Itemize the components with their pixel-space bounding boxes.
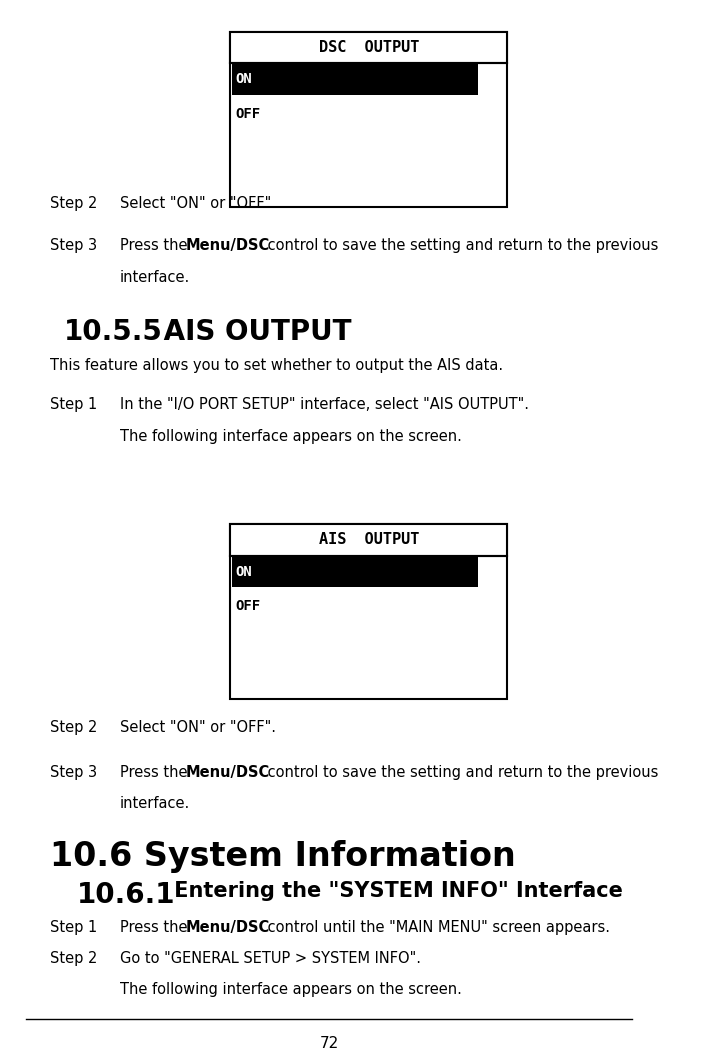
Text: Menu/DSC: Menu/DSC — [186, 238, 270, 253]
Text: Step 2: Step 2 — [50, 951, 98, 966]
Text: interface.: interface. — [119, 796, 190, 811]
Text: ON: ON — [236, 564, 252, 578]
Bar — [232, 556, 478, 588]
Text: interface.: interface. — [119, 270, 190, 285]
Text: control to save the setting and return to the previous: control to save the setting and return t… — [262, 238, 658, 253]
Text: 10.6.1: 10.6.1 — [77, 881, 175, 909]
Text: ON: ON — [236, 72, 252, 86]
Bar — [231, 32, 507, 64]
Text: Press the: Press the — [119, 920, 192, 935]
Bar — [231, 32, 507, 207]
Text: Select "ON" or "OFF".: Select "ON" or "OFF". — [119, 196, 275, 211]
Text: Step 3: Step 3 — [50, 238, 98, 253]
Bar — [232, 64, 478, 95]
Text: Select "ON" or "OFF".: Select "ON" or "OFF". — [119, 720, 275, 735]
Text: OFF: OFF — [236, 599, 261, 613]
Text: Step 2: Step 2 — [50, 720, 98, 735]
Bar — [231, 524, 507, 699]
Text: 10.6.1: 10.6.1 — [77, 881, 175, 909]
Text: The following interface appears on the screen.: The following interface appears on the s… — [119, 982, 462, 997]
Text: 10.6 System Information: 10.6 System Information — [50, 840, 516, 873]
Text: Go to "GENERAL SETUP > SYSTEM INFO".: Go to "GENERAL SETUP > SYSTEM INFO". — [119, 951, 421, 966]
Text: Step 2: Step 2 — [50, 196, 98, 211]
Bar — [231, 524, 507, 556]
Text: AIS  OUTPUT: AIS OUTPUT — [319, 533, 419, 548]
Text: 10.5.5: 10.5.5 — [63, 318, 162, 345]
Text: OFF: OFF — [236, 107, 261, 121]
Text: DSC  OUTPUT: DSC OUTPUT — [319, 40, 419, 55]
Text: AIS OUTPUT: AIS OUTPUT — [154, 318, 352, 345]
Text: 10.5.5: 10.5.5 — [63, 318, 162, 345]
Text: Menu/DSC: Menu/DSC — [186, 920, 270, 935]
Text: Entering the "SYSTEM INFO" Interface: Entering the "SYSTEM INFO" Interface — [167, 881, 623, 901]
Text: This feature allows you to set whether to output the AIS data.: This feature allows you to set whether t… — [50, 358, 503, 373]
Text: Press the: Press the — [119, 765, 192, 779]
Text: 72: 72 — [320, 1036, 339, 1051]
Text: control to save the setting and return to the previous: control to save the setting and return t… — [262, 765, 658, 779]
Text: In the "I/O PORT SETUP" interface, select "AIS OUTPUT".: In the "I/O PORT SETUP" interface, selec… — [119, 397, 528, 412]
Text: control until the "MAIN MENU" screen appears.: control until the "MAIN MENU" screen app… — [262, 920, 610, 935]
Text: Step 1: Step 1 — [50, 920, 98, 935]
Text: Step 1: Step 1 — [50, 397, 98, 412]
Text: Menu/DSC: Menu/DSC — [186, 765, 270, 779]
Text: Step 3: Step 3 — [50, 765, 98, 779]
Text: Press the: Press the — [119, 238, 192, 253]
Text: The following interface appears on the screen.: The following interface appears on the s… — [119, 429, 462, 444]
